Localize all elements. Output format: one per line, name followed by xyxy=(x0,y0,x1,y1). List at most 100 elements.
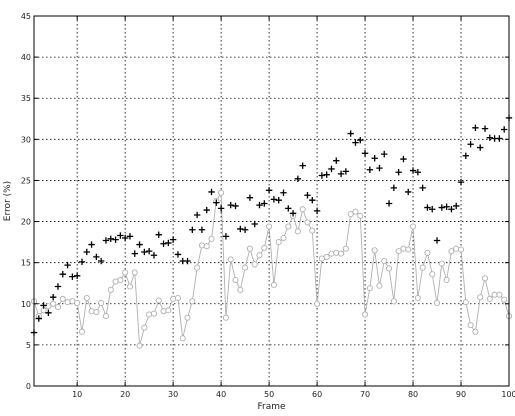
plus-point xyxy=(400,155,407,163)
plus-point xyxy=(40,302,47,309)
plus-point xyxy=(160,240,167,247)
plus-point xyxy=(208,188,215,196)
plus-point xyxy=(227,201,234,209)
circle-point xyxy=(126,283,134,290)
plus-point xyxy=(419,184,426,192)
plus-point xyxy=(141,248,148,256)
plus-point xyxy=(107,235,114,243)
circle-point xyxy=(496,291,503,298)
circle-point xyxy=(74,299,81,307)
circle-point xyxy=(424,249,431,256)
circle-point xyxy=(102,313,110,320)
circle-point xyxy=(136,342,143,349)
circle-point xyxy=(390,298,397,305)
circle-point xyxy=(328,250,335,257)
plus-point xyxy=(83,248,90,256)
circle-point xyxy=(93,308,100,316)
circle-point xyxy=(131,269,138,276)
circle-point xyxy=(299,206,306,213)
circle-point xyxy=(194,264,201,271)
circle-point xyxy=(386,265,393,272)
x-tick-label: 90 xyxy=(456,390,466,399)
circle-point xyxy=(501,296,508,303)
plus-point xyxy=(285,205,292,212)
circle-point xyxy=(486,295,493,302)
plus-point xyxy=(45,309,52,317)
plus-point xyxy=(342,168,350,175)
plus-point xyxy=(136,241,143,248)
circle-point xyxy=(309,227,316,234)
circle-point xyxy=(117,276,124,283)
plus-point xyxy=(486,134,494,141)
plus-point xyxy=(429,206,436,213)
plus-point xyxy=(481,125,489,132)
plus-point xyxy=(289,210,297,217)
y-tick-label: 35 xyxy=(21,94,31,103)
y-tick-label: 15 xyxy=(21,259,31,268)
circle-point xyxy=(266,223,273,230)
plus-point xyxy=(93,253,100,261)
plus-point xyxy=(97,257,105,265)
plus-point xyxy=(73,272,81,280)
plus-series xyxy=(30,114,513,336)
plus-point xyxy=(217,205,225,212)
circle-point xyxy=(107,286,114,293)
circle-point xyxy=(232,276,239,283)
circle-point xyxy=(376,282,383,289)
plus-point xyxy=(35,315,42,322)
plus-point xyxy=(405,188,412,196)
circle-point xyxy=(160,308,167,315)
circle-point xyxy=(467,322,474,329)
circle-point xyxy=(371,247,378,254)
circle-point xyxy=(78,328,86,335)
circle-point xyxy=(304,219,311,226)
plus-point xyxy=(232,202,239,210)
circle-point xyxy=(208,235,215,242)
circle-point xyxy=(146,311,153,318)
x-tick-label: 70 xyxy=(360,390,370,399)
circle-point xyxy=(64,299,71,306)
plus-point xyxy=(376,164,383,172)
plus-point xyxy=(385,200,393,207)
plus-point xyxy=(131,250,138,257)
plus-point xyxy=(361,150,369,157)
plus-point xyxy=(222,233,230,240)
grid-lines xyxy=(34,16,509,386)
plus-point xyxy=(347,130,354,137)
circle-point xyxy=(59,295,66,302)
plus-point xyxy=(453,202,460,210)
circle-point xyxy=(88,308,95,315)
plus-point xyxy=(357,136,364,144)
circle-point xyxy=(251,261,258,268)
x-tick-label: 60 xyxy=(312,390,322,399)
plus-point xyxy=(309,196,316,204)
circle-point xyxy=(203,243,210,250)
circle-point xyxy=(477,294,484,301)
x-tick-label: 20 xyxy=(120,390,130,399)
plus-point xyxy=(117,232,124,239)
plus-point xyxy=(270,196,278,203)
circle-point xyxy=(50,300,57,307)
plus-point xyxy=(371,155,378,162)
circle-point xyxy=(280,234,287,242)
axis-ticks: 0 5 10 15 20 25 30 35 40 45 10 20 30 40 50 60 70 80 90 100 xyxy=(21,12,515,399)
plus-point xyxy=(457,178,465,186)
y-tick-label: 30 xyxy=(21,135,31,144)
circle-point xyxy=(237,286,244,293)
plus-point xyxy=(472,124,479,132)
plus-point xyxy=(169,236,177,243)
circle-point xyxy=(218,189,225,196)
plus-point xyxy=(265,187,273,194)
circle-point xyxy=(227,256,234,263)
plus-point xyxy=(395,169,402,176)
circle-point xyxy=(419,264,426,271)
x-tick-label: 40 xyxy=(216,390,226,399)
circle-point xyxy=(342,245,349,252)
circle-point xyxy=(409,223,417,230)
plus-point xyxy=(501,126,508,133)
plus-point xyxy=(165,239,172,247)
circle-point xyxy=(362,311,369,318)
circle-point xyxy=(285,223,292,230)
circle-point xyxy=(395,248,402,255)
